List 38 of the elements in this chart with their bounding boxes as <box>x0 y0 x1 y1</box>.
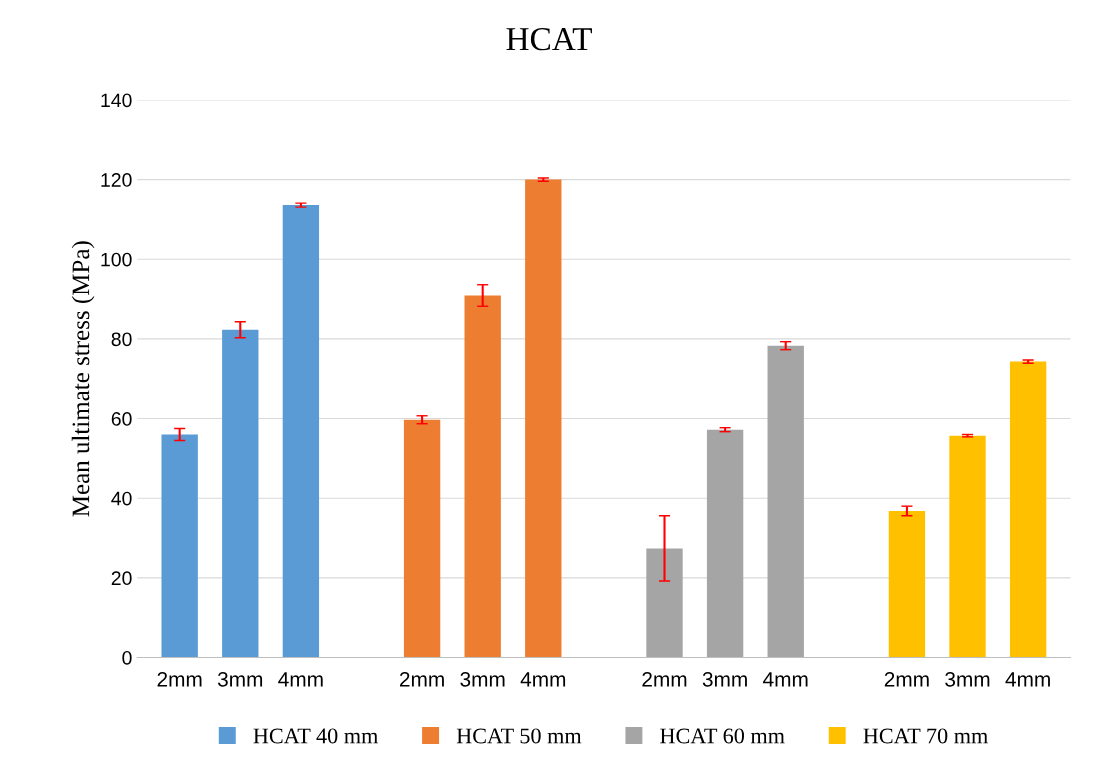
bar <box>464 295 501 658</box>
bar <box>646 548 683 658</box>
x-tick-label: 3mm <box>945 671 990 687</box>
y-axis-title: Mean ultimate stress (MPa) <box>71 241 95 517</box>
bar <box>403 419 441 658</box>
bar <box>767 345 804 658</box>
bar <box>222 329 259 658</box>
bar <box>282 205 320 658</box>
legend-label: HCAT 70 mm <box>863 728 988 744</box>
chart-title: HCAT <box>506 27 592 51</box>
bar <box>525 179 562 658</box>
x-tick-label: 2mm <box>157 671 202 687</box>
x-tick-label: 4mm <box>763 672 808 687</box>
x-tick-label: 3mm <box>460 671 505 687</box>
x-tick-label: 4mm <box>1005 672 1050 687</box>
legend-label: HCAT 60 mm <box>660 728 785 744</box>
y-tick-label: 140 <box>101 93 132 108</box>
x-tick-label: 2mm <box>399 671 444 687</box>
x-tick-label: 3mm <box>702 671 747 687</box>
y-tick-label: 20 <box>111 571 132 586</box>
y-tick-label: 40 <box>111 491 132 506</box>
x-tick-label: 2mm <box>642 671 687 687</box>
legend-label: HCAT 50 mm <box>456 728 582 744</box>
bar <box>706 429 744 658</box>
bar <box>949 435 986 658</box>
legend-label: HCAT 40 mm <box>253 728 379 744</box>
y-tick-label: 120 <box>101 173 132 187</box>
y-tick-label: 0 <box>122 650 132 665</box>
x-tick-label: 2mm <box>884 671 929 687</box>
x-tick-label: 4mm <box>520 672 566 687</box>
y-tick-label: 100 <box>101 252 132 267</box>
x-tick-label: 3mm <box>217 671 263 687</box>
bar <box>161 434 198 658</box>
x-tick-label: 4mm <box>278 672 323 687</box>
bar <box>1009 361 1047 658</box>
bar <box>888 510 926 658</box>
y-tick-label: 80 <box>111 332 132 347</box>
y-tick-label: 60 <box>111 412 132 426</box>
